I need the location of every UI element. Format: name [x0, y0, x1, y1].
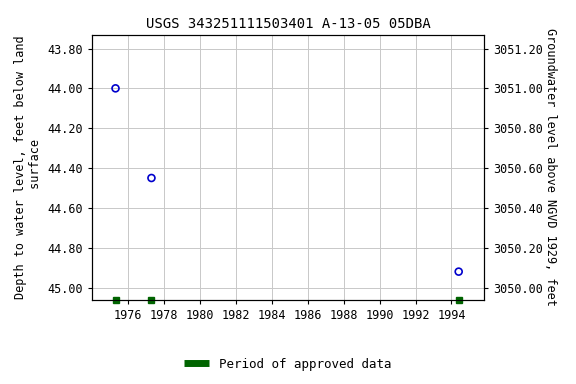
Y-axis label: Groundwater level above NGVD 1929, feet: Groundwater level above NGVD 1929, feet: [544, 28, 556, 306]
Point: [454, 268, 463, 275]
Point: [111, 85, 120, 91]
Legend: Period of approved data: Period of approved data: [179, 353, 397, 376]
Point: [147, 175, 156, 181]
Title: USGS 343251111503401 A-13-05 05DBA: USGS 343251111503401 A-13-05 05DBA: [146, 17, 430, 31]
Y-axis label: Depth to water level, feet below land
 surface: Depth to water level, feet below land su…: [14, 35, 42, 299]
